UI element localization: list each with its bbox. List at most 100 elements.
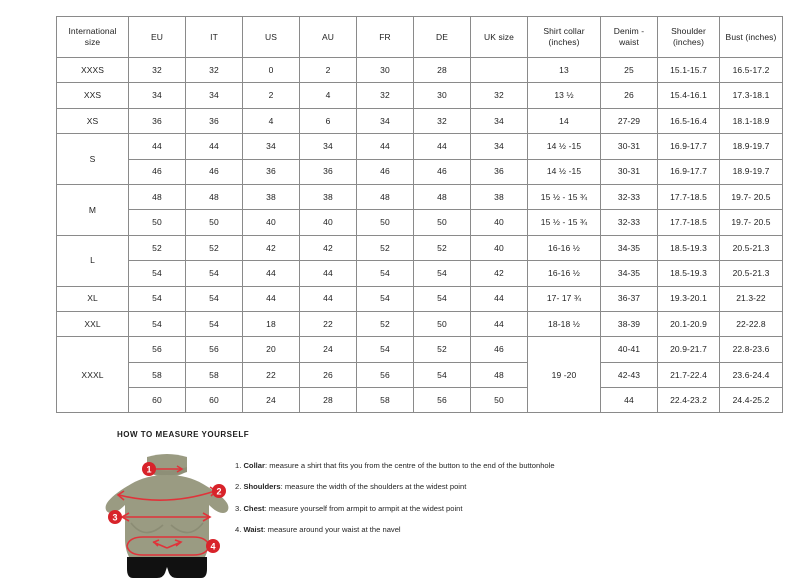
- cell-shirt-collar: 14 ½ -15: [527, 158, 601, 185]
- cell-eu: 34: [128, 82, 186, 109]
- marker-3-circle: [108, 510, 122, 524]
- cell-eu: 50: [128, 209, 186, 236]
- cell-international-size: XXXS: [56, 56, 129, 84]
- cell-it: 54: [185, 310, 243, 338]
- cell-shirt-collar: 14: [527, 107, 601, 135]
- cell-shoulder: 18.5-19.3: [657, 260, 720, 287]
- cell-shoulder: 17.7-18.5: [657, 209, 720, 236]
- cell-denim-waist: 34-35: [600, 260, 658, 287]
- cell-bust: 18.1-18.9: [719, 107, 783, 135]
- cell-eu: 56: [128, 336, 186, 363]
- cell-it: 50: [185, 209, 243, 236]
- table-row: 54 54 44 44 54 54 42 16-16 ½ 34-35 18.5-19.3 20.5-…: [57, 260, 783, 287]
- shorts-shape: [127, 557, 207, 578]
- cell-au: 28: [299, 387, 357, 414]
- marker-1-label: 1: [146, 465, 151, 475]
- cell-it: 54: [185, 260, 243, 287]
- measure-instruction-item: 4. Waist: measure around your waist at t…: [235, 525, 555, 535]
- cell-au: 34: [299, 133, 357, 160]
- cell-uk: 42: [470, 260, 528, 287]
- header-row: International size EU IT US AU FR DE UK …: [56, 16, 783, 58]
- cell-fr: 54: [356, 260, 414, 287]
- table-row: L 52 52 42 42 52 52 40 16-16 ½ 34-35 18.5-19.3 20.5…: [56, 234, 783, 287]
- cell-denim-waist: 44: [600, 387, 658, 414]
- cell-fr: 46: [356, 158, 414, 185]
- cell-international-size: XL: [56, 285, 129, 312]
- cell-shirt-collar: 13 ½: [527, 82, 601, 109]
- pec-right-contour: [170, 522, 204, 534]
- cell-de: 32: [413, 107, 471, 135]
- table-row: 58 58 22 26 56 54 48 42-43 21.7-22.4 23.6-24.4: [57, 361, 783, 389]
- table-row: 50 50 40 40 50 50 40 15 ½ - 15 ¾ 32-33 17.7-18.5 1…: [57, 209, 783, 236]
- cell-shirt-collar: 16-16 ½: [527, 234, 601, 262]
- instruction-label: Collar: [243, 461, 265, 470]
- cell-bust: 24.4-25.2: [719, 387, 783, 414]
- table-row: XS 36 36 4 6 34 32 34 14 27-29 16.5-16.4 18.1-18.9: [56, 107, 783, 135]
- table-row: XL 54 54 44 44 54 54 44 17- 17 ¾ 36-37 19.3-20.1 21…: [56, 285, 783, 312]
- cell-shirt-collar: 15 ½ - 15 ¾: [527, 183, 601, 211]
- cell-de: 28: [413, 56, 471, 84]
- cell-shirt-collar: 17- 17 ¾: [527, 285, 601, 312]
- cell-de: 50: [413, 310, 471, 338]
- instruction-text: : measure the width of the shoulders at …: [280, 482, 467, 492]
- header-line-1: Shoulder: [671, 26, 706, 37]
- marker-4: 4: [206, 539, 220, 553]
- table-header: International size EU IT US AU FR DE UK …: [56, 16, 783, 58]
- marker-2-circle: [212, 484, 226, 498]
- cell-eu: 60: [128, 387, 186, 414]
- cell-shoulder: 21.7-22.4: [657, 361, 720, 389]
- cell-denim-waist: 42-43: [600, 361, 658, 389]
- cell-eu: 44: [128, 133, 186, 160]
- column-header-shirt-collar: Shirt collar (inches): [527, 16, 601, 58]
- cell-denim-waist: 32-33: [600, 183, 658, 211]
- marker-1: 1: [142, 462, 156, 476]
- instruction-text: : measure around your waist at the navel: [263, 525, 401, 535]
- cell-uk: 38: [470, 183, 528, 211]
- cell-fr: 52: [356, 234, 414, 262]
- marker-2-label: 2: [216, 487, 221, 497]
- marker-1-circle: [142, 462, 156, 476]
- cell-au: 44: [299, 285, 357, 312]
- cell-au: 40: [299, 209, 357, 236]
- collar-band: [147, 467, 187, 476]
- column-header-de: DE: [413, 16, 471, 58]
- column-header-fr: FR: [356, 16, 414, 58]
- cell-bust: 19.7- 20.5: [719, 209, 783, 236]
- marker-3-label: 3: [112, 513, 117, 523]
- header-line-2: (inches): [672, 37, 705, 47]
- cell-it: 46: [185, 158, 243, 185]
- cell-international-size: XXXL: [56, 336, 129, 414]
- cell-it: 52: [185, 234, 243, 262]
- cell-denim-waist: 36-37: [600, 285, 658, 312]
- cell-it: 36: [185, 107, 243, 135]
- cell-uk: 46: [470, 336, 528, 363]
- cell-uk: 40: [470, 209, 528, 236]
- cell-shirt-collar: 18-18 ½: [527, 310, 601, 338]
- cell-it: 58: [185, 361, 243, 389]
- how-to-measure-title: HOW TO MEASURE YOURSELF: [117, 430, 250, 439]
- cell-au: 24: [299, 336, 357, 363]
- cell-international-size: XS: [56, 107, 129, 135]
- cell-shoulder: 20.1-20.9: [657, 310, 720, 338]
- how-to-measure-section: HOW TO MEASURE YOURSELF: [105, 430, 717, 578]
- cell-us: 18: [242, 310, 300, 338]
- cell-de: 46: [413, 158, 471, 185]
- cell-us: 40: [242, 209, 300, 236]
- column-header-us: US: [242, 16, 300, 58]
- table-row: M 48 48 38 38 48 48 38 15 ½ - 15 ¾ 32-33 17.7-18.5…: [56, 183, 783, 236]
- cell-bust: 23.6-24.4: [719, 361, 783, 389]
- instruction-number: 2.: [235, 482, 244, 492]
- column-header-au: AU: [299, 16, 357, 58]
- cell-bust: 16.5-17.2: [719, 56, 783, 84]
- header-line-2: waist: [619, 37, 639, 47]
- torso-figure: 1 2 3 4: [105, 447, 229, 578]
- cell-us: 4: [242, 107, 300, 135]
- cell-international-size: S: [56, 133, 129, 185]
- how-to-measure-body: 1 2 3 4 1. Collar: measure a shirt that …: [105, 447, 717, 578]
- cell-eu: 58: [128, 361, 186, 389]
- cell-bust: 17.3-18.1: [719, 82, 783, 109]
- column-header-bust: Bust (inches): [719, 16, 783, 58]
- cell-us: 2: [242, 82, 300, 109]
- cell-it: 56: [185, 336, 243, 363]
- cell-fr: 34: [356, 107, 414, 135]
